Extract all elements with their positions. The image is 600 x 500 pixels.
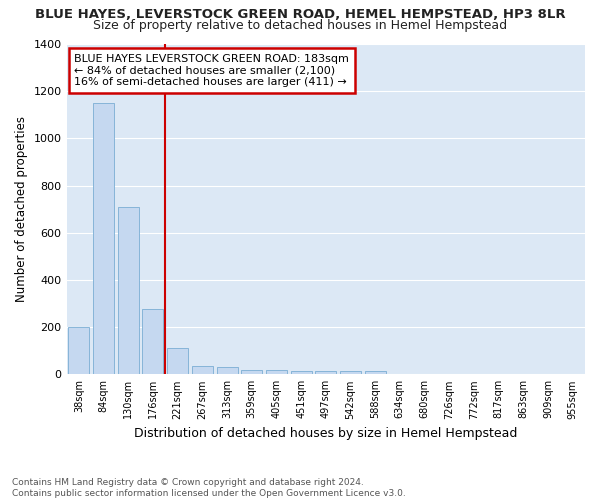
Text: Contains HM Land Registry data © Crown copyright and database right 2024.
Contai: Contains HM Land Registry data © Crown c… xyxy=(12,478,406,498)
Bar xyxy=(68,327,89,374)
Bar xyxy=(241,370,262,374)
Bar xyxy=(118,207,139,374)
Text: Size of property relative to detached houses in Hemel Hempstead: Size of property relative to detached ho… xyxy=(93,18,507,32)
Bar xyxy=(365,371,386,374)
Y-axis label: Number of detached properties: Number of detached properties xyxy=(15,116,28,302)
Bar xyxy=(340,371,361,374)
Bar xyxy=(192,366,213,374)
X-axis label: Distribution of detached houses by size in Hemel Hempstead: Distribution of detached houses by size … xyxy=(134,427,517,440)
Bar xyxy=(142,310,163,374)
Bar xyxy=(266,370,287,374)
Bar xyxy=(167,348,188,374)
Bar xyxy=(315,371,336,374)
Bar xyxy=(93,103,114,374)
Bar xyxy=(290,371,311,374)
Text: BLUE HAYES LEVERSTOCK GREEN ROAD: 183sqm
← 84% of detached houses are smaller (2: BLUE HAYES LEVERSTOCK GREEN ROAD: 183sqm… xyxy=(74,54,349,87)
Bar xyxy=(217,367,238,374)
Text: BLUE HAYES, LEVERSTOCK GREEN ROAD, HEMEL HEMPSTEAD, HP3 8LR: BLUE HAYES, LEVERSTOCK GREEN ROAD, HEMEL… xyxy=(35,8,565,20)
